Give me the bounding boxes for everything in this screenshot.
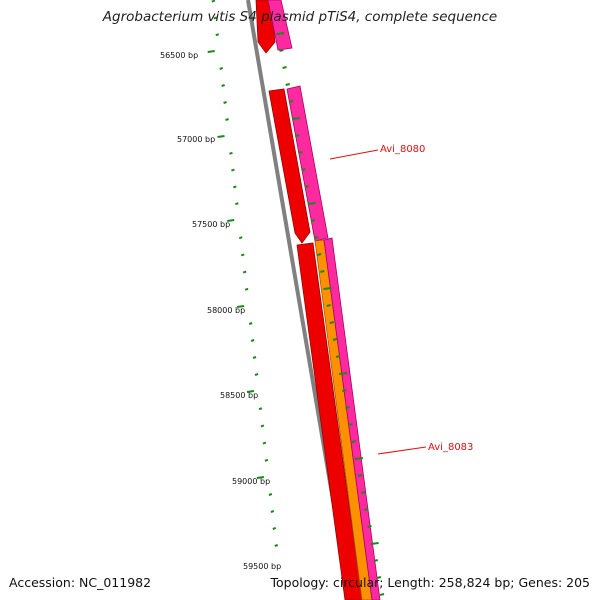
feature-label-avi-8083[interactable]: Avi_8083 <box>428 442 473 453</box>
ruler-minor-tick <box>268 493 273 496</box>
ruler-major-tick <box>217 135 225 138</box>
outer-ruler-minor-tick <box>320 270 325 273</box>
ruler-label-59000: 59000 bp <box>232 477 270 486</box>
ruler-label-59500: 59500 bp <box>243 562 281 571</box>
outer-ruler-minor-tick <box>332 338 338 341</box>
outer-ruler-minor-tick <box>357 474 363 477</box>
ruler-major-tick <box>237 305 245 308</box>
outer-ruler-minor-tick <box>298 151 303 154</box>
ruler-minor-tick <box>242 270 247 274</box>
outer-ruler-minor-tick <box>345 406 350 409</box>
outer-ruler-minor-tick <box>329 321 334 324</box>
outer-ruler-minor-tick <box>326 304 331 307</box>
ruler-major-tick <box>256 476 265 479</box>
ruler-major-tick <box>246 390 255 393</box>
ruler-label-57000: 57000 bp <box>177 135 215 144</box>
outer-ruler-minor-tick <box>364 508 369 511</box>
outer-ruler-minor-tick <box>279 49 284 52</box>
ruler-minor-tick <box>219 67 223 70</box>
outer-ruler-minor-tick <box>342 389 347 392</box>
outer-ruler-minor-tick <box>294 134 300 137</box>
outer-ruler-major-tick <box>354 457 364 460</box>
ruler-minor-tick <box>272 527 277 530</box>
outer-ruler-major-tick <box>276 32 285 35</box>
leader-line-avi-8083 <box>377 446 427 455</box>
outer-ruler-major-tick <box>291 117 301 120</box>
cds-red-2 <box>268 88 311 244</box>
cds-orange <box>314 239 373 600</box>
ruler-ticks <box>207 0 385 596</box>
ruler-minor-tick <box>258 407 263 411</box>
feature-label-avi-8080[interactable]: Avi_8080 <box>380 144 425 155</box>
outer-ruler-minor-tick <box>351 440 357 443</box>
ruler-major-tick <box>227 219 235 222</box>
outer-ruler-minor-tick <box>310 219 316 222</box>
ruler-minor-tick <box>215 33 220 37</box>
ruler-minor-tick <box>238 236 243 240</box>
outer-ruler-minor-tick <box>367 525 372 528</box>
outer-ruler-minor-tick <box>379 593 385 596</box>
outer-ruler-minor-tick <box>335 355 341 358</box>
outer-ruler-minor-tick <box>288 100 294 103</box>
ruler-minor-tick <box>221 84 225 87</box>
leader-line-avi-8080 <box>329 149 379 160</box>
ruler-minor-tick <box>250 339 255 342</box>
ruler-label-58500: 58500 bp <box>220 391 258 400</box>
outer-ruler-major-tick <box>307 202 316 205</box>
outer-ruler-major-tick <box>370 542 379 545</box>
outer-ruler-minor-tick <box>348 423 353 426</box>
ruler-minor-tick <box>223 101 227 104</box>
outer-ruler-major-tick <box>339 372 348 375</box>
ruler-minor-tick <box>264 458 269 462</box>
ruler-label-57500: 57500 bp <box>192 220 230 229</box>
ruler-major-tick <box>207 50 215 53</box>
ruler-minor-tick <box>254 373 259 376</box>
ruler-label-56500: 56500 bp <box>160 51 198 60</box>
outer-ruler-minor-tick <box>373 559 379 562</box>
summary-text: Topology: circular; Length: 258,824 bp; … <box>270 575 591 590</box>
outer-ruler-minor-tick <box>376 576 382 579</box>
page-title: Agrobacterium vitis S4 plasmid pTiS4, co… <box>102 9 498 25</box>
ruler-minor-tick <box>240 253 245 257</box>
ruler-minor-tick <box>225 118 229 121</box>
outer-ruler-minor-tick <box>313 236 319 239</box>
ruler-minor-tick <box>234 202 239 206</box>
outer-ruler-minor-tick <box>304 185 309 188</box>
outer-ruler-minor-tick <box>360 491 366 494</box>
outer-ruler-major-tick <box>323 287 332 290</box>
ruler-minor-tick <box>213 16 218 20</box>
ruler-label-58000: 58000 bp <box>207 306 245 315</box>
ruler-minor-tick <box>270 510 275 513</box>
outer-ruler-minor-tick <box>282 66 287 69</box>
outer-ruler-minor-tick <box>301 168 306 171</box>
ruler-minor-tick <box>262 441 267 445</box>
ruler-minor-tick <box>244 287 249 291</box>
cds-pink-2 <box>286 85 329 242</box>
ruler-minor-tick <box>252 356 257 359</box>
cds-red-3 <box>296 242 363 600</box>
ruler-minor-tick <box>248 322 253 325</box>
ruler-minor-tick <box>229 151 233 155</box>
ruler-minor-tick <box>211 0 216 3</box>
accession-text: Accession: NC_011982 <box>9 575 152 590</box>
ruler-minor-tick <box>233 185 237 189</box>
ruler-minor-tick <box>274 544 279 547</box>
ruler-minor-tick <box>260 424 265 428</box>
ruler-minor-tick <box>231 168 235 172</box>
cds-pink-1 <box>267 0 293 51</box>
outer-ruler-minor-tick <box>285 83 290 86</box>
outer-ruler-minor-tick <box>316 253 322 256</box>
